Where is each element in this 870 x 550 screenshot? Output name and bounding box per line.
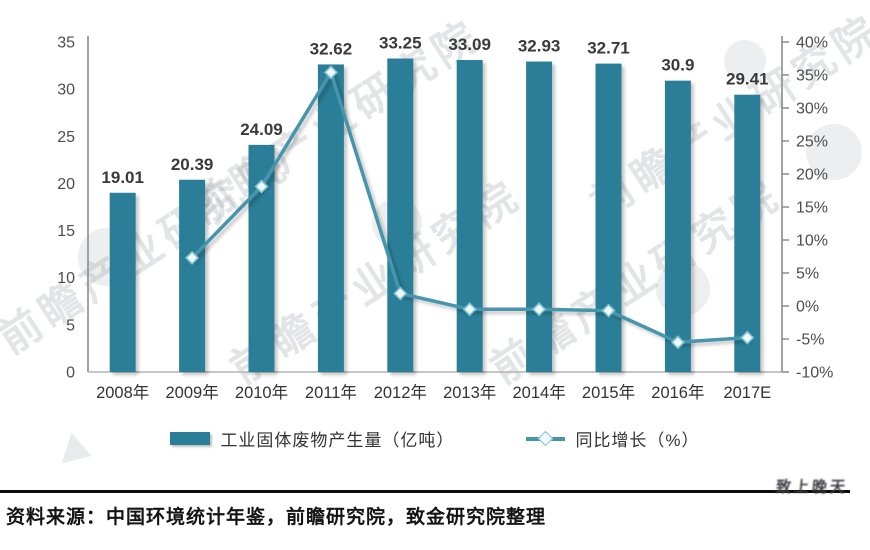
right-axis-tick-label: 15% [796,200,828,217]
x-axis-category-label: 2015年 [582,383,635,402]
bar-2013年 [456,60,483,372]
bar-2015年 [595,63,622,372]
growth-line-marker [184,250,200,265]
x-axis-category-label: 2017E [723,384,771,402]
bar-value-label: 29.41 [726,70,769,89]
right-axis-tick-label: -5% [796,332,824,349]
bar-2011年 [317,64,344,372]
line-series-label: 同比增长（%） [575,431,700,450]
x-axis-category-label: 2013年 [443,383,496,402]
growth-line-marker [601,303,616,318]
bar-value-label: 20.39 [171,155,214,174]
bar-2008年 [109,192,136,372]
left-axis-tick-label: 10 [57,270,75,287]
right-axis-tick-label: -10% [796,365,833,382]
left-axis-tick-label: 25 [57,129,75,146]
bar-value-label: 24.09 [240,120,283,139]
x-axis-category-label: 2008年 [96,383,149,402]
left-axis-tick-label: 15 [57,223,75,240]
brand-watermark: 致上晚天 [774,479,849,496]
x-axis-category-label: 2014年 [512,383,565,402]
bar-value-label: 33.09 [448,35,491,54]
bar-2012年 [387,58,414,372]
right-axis-tick-label: 5% [796,266,819,283]
legend-item-bar-series: 工业固体废物产生量（亿吨） [170,426,454,451]
bar-2016年 [664,80,691,373]
bar-2010年 [248,144,275,372]
bar-2014年 [526,61,553,372]
chart: 前瞻产业研究院前瞻产业研究院前瞻产业研究院前瞻产业研究院前瞻产业研究院 0510… [0,5,870,472]
growth-line-marker [323,65,339,80]
combo-chart-svg: 0 5 10 15 20 25 30 35 -10% -5% 0% 5% 10% 15% 20% 25% 30%… [57,34,833,403]
bar-value-label: 32.62 [310,39,353,58]
x-axis-category-label: 2010年 [235,383,288,402]
bar-value-label: 32.93 [518,37,561,56]
growth-line-marker [670,335,686,350]
left-axis-tick-label: 35 [57,35,75,52]
line-series-swatch-icon [526,430,566,447]
bar-value-label: 19.01 [101,168,144,187]
x-axis-category-label: 2012年 [374,383,427,402]
diamond-marker-icon [538,430,554,447]
right-axis-tick-label: 30% [796,101,828,118]
legend-item-line-series: 同比增长（%） [526,426,699,451]
x-axis-category-label: 2009年 [165,383,218,402]
x-axis-category-label: 2011年 [305,383,357,402]
bar-series-label: 工业固体废物产生量（亿吨） [220,431,455,450]
left-axis-tick-label: 0 [66,365,75,382]
right-axis-tick-label: 20% [796,167,828,184]
chart-legend: 工业固体废物产生量（亿吨） 同比增长（%） [0,426,870,451]
bar-value-label: 32.71 [587,39,630,58]
bar-2017E [734,94,761,372]
growth-line-marker [393,286,408,301]
right-axis-tick-label: 10% [796,233,828,250]
left-axis-tick-label: 5 [66,317,75,334]
bar-value-label: 33.25 [379,34,422,53]
growth-line-marker [254,179,269,194]
growth-line-marker [531,302,547,317]
left-axis-tick-label: 20 [57,176,75,193]
right-axis-tick-label: 35% [796,68,828,85]
source-text: 资料来源：中国环境统计年鉴，前瞻研究院，致金研究院整理 [6,507,547,528]
growth-line-marker [462,302,477,317]
x-axis-category-label: 2016年 [651,383,704,402]
line-segment-icon [550,436,566,441]
bar-value-label: 30.9 [661,56,694,75]
left-axis-tick-label: 30 [57,82,75,99]
growth-line-marker [740,330,755,345]
right-axis-tick-label: 25% [796,134,828,151]
footer: 资料来源：中国环境统计年鉴，前瞻研究院，致金研究院整理 致上晚天 [0,479,870,550]
right-axis-tick-label: 0% [796,299,819,316]
line-segment-icon [526,436,542,441]
right-axis-tick-label: 40% [796,35,828,52]
footer-divider [0,490,850,493]
bar-series-swatch-icon [170,432,211,445]
bar-2009年 [179,179,206,372]
